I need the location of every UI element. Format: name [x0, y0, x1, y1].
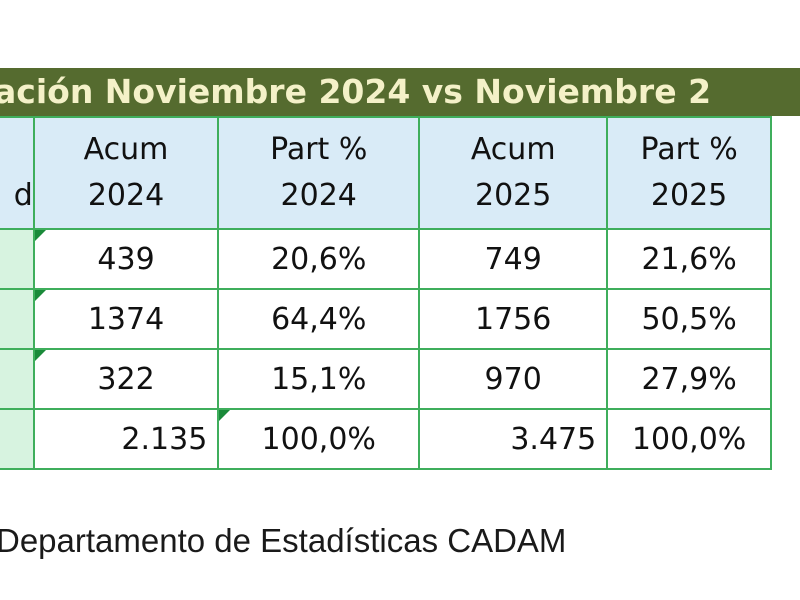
- header-cell-3-line2: 2025: [475, 178, 552, 213]
- row-label-cell: [0, 228, 35, 290]
- source-caption: Departamento de Estadísticas CADAM: [0, 522, 567, 559]
- table-cell: 439: [32, 228, 220, 290]
- cell-value: 322: [97, 361, 155, 397]
- header-cell-1: Acum 2024: [32, 116, 220, 230]
- row-label-cell: [0, 288, 35, 350]
- table-cell: 322: [32, 348, 220, 410]
- header-row: d Acum 2024 Part % 2024 Acum 2025 Part % 202…: [0, 116, 772, 230]
- table-row: 439 20,6% 749 21,6%: [0, 228, 772, 290]
- header-cell-1-line1: Acum: [83, 132, 169, 167]
- row-label-cell: [0, 408, 35, 470]
- row-label-cell: [0, 348, 35, 410]
- total-row: 2.135 100,0% 3.475 100,0%: [0, 408, 772, 470]
- table-cell: 15,1%: [217, 348, 421, 410]
- total-cell: 100,0%: [606, 408, 772, 470]
- table-title: ación Noviembre 2024 vs Noviembre 2: [0, 72, 712, 111]
- header-cell-0: d: [0, 116, 35, 230]
- header-cell-4: Part % 2025: [606, 116, 772, 230]
- table-row: 322 15,1% 970 27,9%: [0, 348, 772, 410]
- table-cell: 50,5%: [606, 288, 772, 350]
- note-flag-icon: [34, 350, 46, 361]
- header-cell-4-line1: Part %: [640, 132, 738, 167]
- cell-value: 100,0%: [261, 421, 376, 457]
- table-row: 1374 64,4% 1756 50,5%: [0, 288, 772, 350]
- total-cell: 2.135: [32, 408, 220, 470]
- table-cell: 749: [418, 228, 609, 290]
- table-cell: 27,9%: [606, 348, 772, 410]
- total-cell: 3.475: [418, 408, 609, 470]
- header-cell-2-line1: Part %: [270, 132, 368, 167]
- table-title-bar: ación Noviembre 2024 vs Noviembre 2: [0, 68, 800, 116]
- table-cell: 1756: [418, 288, 609, 350]
- header-cell-3-line1: Acum: [470, 132, 556, 167]
- header-cell-4-line2: 2025: [650, 178, 728, 213]
- stats-table: d Acum 2024 Part % 2024 Acum 2025 Part % 202…: [0, 116, 772, 470]
- header-cell-3: Acum 2025: [418, 116, 609, 230]
- table-cell: 21,6%: [606, 228, 772, 290]
- note-flag-icon: [34, 290, 46, 301]
- header-cell-1-line2: 2024: [87, 178, 165, 213]
- header-cell-2-line2: 2024: [280, 178, 357, 213]
- table-cell: 970: [418, 348, 609, 410]
- total-cell: 100,0%: [217, 408, 421, 470]
- cell-value: 439: [97, 241, 155, 277]
- note-flag-icon: [219, 410, 231, 421]
- table-cell: 1374: [32, 288, 220, 350]
- header-cell-0-line2: d: [13, 178, 33, 213]
- header-cell-2: Part % 2024: [217, 116, 421, 230]
- note-flag-icon: [34, 230, 46, 241]
- table-cell: 20,6%: [217, 228, 421, 290]
- table-cell: 64,4%: [217, 288, 421, 350]
- cell-value: 1374: [87, 301, 165, 337]
